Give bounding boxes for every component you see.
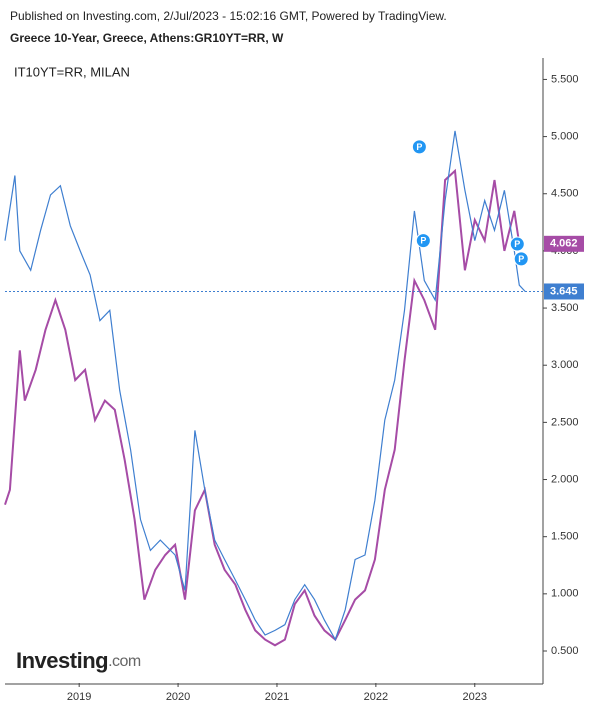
y-tick-label: 2.000 xyxy=(551,473,579,485)
y-tick-label: 1.000 xyxy=(551,588,579,600)
x-tick-label: 2022 xyxy=(364,691,388,703)
data-line xyxy=(4,168,521,647)
logo: Investing.com xyxy=(16,648,141,673)
y-tick-label: 2.500 xyxy=(551,416,579,428)
data-line xyxy=(4,130,526,642)
y-tick-label: 3.000 xyxy=(551,359,579,371)
event-marker xyxy=(513,251,529,267)
logo-name: Investing xyxy=(16,648,108,673)
logo-suffix: .com xyxy=(108,653,141,670)
event-marker-label: P xyxy=(416,142,422,152)
last-value-box xyxy=(544,235,584,252)
x-tick-label: 2023 xyxy=(463,691,487,703)
last-value-label: 4.062 xyxy=(550,238,578,250)
y-tick-label: 0.500 xyxy=(551,645,579,657)
x-tick-label: 2019 xyxy=(67,691,91,703)
last-value-box xyxy=(544,283,584,300)
event-marker xyxy=(415,233,431,249)
y-tick-label: 5.000 xyxy=(551,130,579,142)
y-tick-label: 4.500 xyxy=(551,188,579,200)
y-tick-label: 3.500 xyxy=(551,302,579,314)
annotation: IT10YT=RR, MILAN xyxy=(14,64,130,79)
event-marker-label: P xyxy=(420,235,426,245)
x-tick-label: 2021 xyxy=(265,691,289,703)
header-line: Published on Investing.com, 2/Jul/2023 -… xyxy=(10,9,447,23)
event-marker-label: P xyxy=(518,254,524,264)
x-tick-label: 2020 xyxy=(166,691,190,703)
chart-title: Greece 10-Year, Greece, Athens:GR10YT=RR… xyxy=(10,31,284,45)
event-marker xyxy=(411,139,427,155)
last-value-label: 3.645 xyxy=(550,285,578,297)
event-marker xyxy=(509,236,525,252)
y-tick-label: 1.500 xyxy=(551,531,579,543)
event-marker-label: P xyxy=(514,239,520,249)
y-tick-label: 5.500 xyxy=(551,73,579,85)
